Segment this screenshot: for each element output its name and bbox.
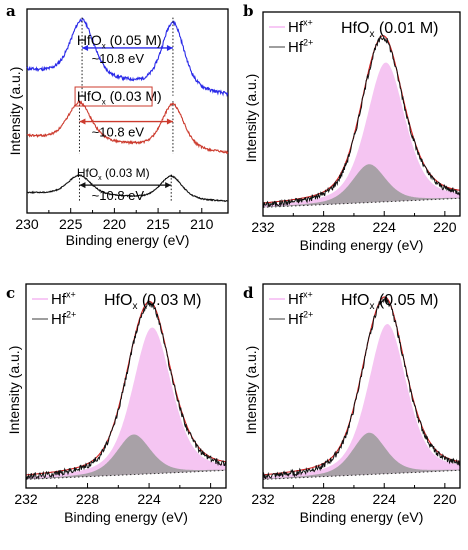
x-axis-label: Binding energy (eV) <box>300 509 424 525</box>
x-tick-label: 228 <box>76 491 100 507</box>
legend-entry-0: Hfx+ <box>288 17 313 36</box>
panel-b: b 232 228 224 220 Binding energy (eV) Intensit… <box>243 2 461 253</box>
background-line <box>25 469 227 480</box>
x-tick-label: 224 <box>373 491 397 507</box>
series-line-2 <box>26 174 229 203</box>
component-fill-hf-2plus <box>263 432 460 480</box>
panel-a-frame <box>26 8 229 214</box>
arrow-head-right-0 <box>166 44 173 51</box>
arrow-head-right-2 <box>165 182 172 189</box>
panel-frame <box>262 283 461 489</box>
legend-entry-1: Hf2+ <box>288 37 313 56</box>
measured-data-line <box>262 296 461 480</box>
series-line-0 <box>26 17 229 98</box>
measured-data-line <box>25 299 227 480</box>
background-line <box>262 197 461 208</box>
arrow-head-left-0 <box>82 44 89 51</box>
panel-letter: d <box>243 284 254 302</box>
x-tick-label: 228 <box>312 219 336 235</box>
x-tick-label: 232 <box>251 491 275 507</box>
series-label-0: HfOx (0.05 M) <box>77 32 162 51</box>
x-tick-label: 220 <box>433 491 457 507</box>
panel-d: d 232 228 224 220 Binding energy (eV) Intensit… <box>243 283 461 525</box>
arrow-head-right-1 <box>166 118 173 125</box>
x-tick-label-a: 220 <box>103 216 127 232</box>
panel-letter: c <box>6 284 15 302</box>
y-axis-label: Intensity (a.u.) <box>243 74 259 163</box>
panel-c: c 232 228 224 220 Binding energy (eV) Intensit… <box>6 283 227 525</box>
x-tick-label: 224 <box>137 491 161 507</box>
legend-entry-0: Hfx+ <box>51 289 76 308</box>
legend-entry-1: Hf2+ <box>288 309 313 328</box>
x-tick-label: 228 <box>312 491 336 507</box>
x-tick-label: 220 <box>199 491 223 507</box>
background-line <box>262 469 461 480</box>
component-fill-hf-2plus <box>263 164 460 208</box>
y-axis-label: Intensity (a.u.) <box>243 346 259 435</box>
panel-a-letter: a <box>6 2 16 20</box>
x-tick-label-a: 215 <box>146 216 170 232</box>
panel-title: HfOx (0.03 M) <box>104 292 201 312</box>
component-fill-hf-xplus <box>263 62 460 208</box>
x-tick-label: 232 <box>14 491 38 507</box>
series-label-1: HfOx (0.03 M) <box>77 88 162 107</box>
component-fill-hf-xplus <box>263 324 460 480</box>
x-tick-label: 220 <box>433 219 457 235</box>
panel-title: HfOx (0.05 M) <box>341 292 438 312</box>
x-tick-label-a: 225 <box>59 216 83 232</box>
measured-data-line <box>262 34 461 208</box>
panel-letter: b <box>243 2 254 20</box>
x-axis-label-a: Binding energy (eV) <box>66 232 190 248</box>
x-axis-label: Binding energy (eV) <box>64 509 188 525</box>
panel-title: HfOx (0.01 M) <box>341 20 438 40</box>
separation-label-1: ~10.8 eV <box>92 125 145 140</box>
component-fill-hf-xplus <box>26 327 226 480</box>
x-tick-label-a: 230 <box>15 216 39 232</box>
panel-frame <box>25 283 227 489</box>
separation-label-2: ~10.8 eV <box>92 188 145 203</box>
series-label-box-1 <box>74 86 153 107</box>
y-axis-label: Intensity (a.u.) <box>6 346 22 435</box>
legend-entry-1: Hf2+ <box>51 309 76 328</box>
panel-frame <box>262 11 461 217</box>
arrow-head-left-1 <box>79 118 86 125</box>
separation-label-0: ~10.8 eV <box>92 51 145 66</box>
x-tick-label: 232 <box>251 219 275 235</box>
component-fill-hf-2plus <box>26 434 226 480</box>
x-axis-label: Binding energy (eV) <box>300 237 424 253</box>
series-label-2: HfOx (0.03 M) <box>77 166 150 182</box>
legend-entry-0: Hfx+ <box>288 289 313 308</box>
arrow-head-left-2 <box>79 182 86 189</box>
x-tick-label-a: 210 <box>190 216 214 232</box>
y-axis-label-a: Intensity (a.u.) <box>7 67 23 156</box>
series-line-1 <box>26 100 229 155</box>
x-tick-label: 224 <box>373 219 397 235</box>
